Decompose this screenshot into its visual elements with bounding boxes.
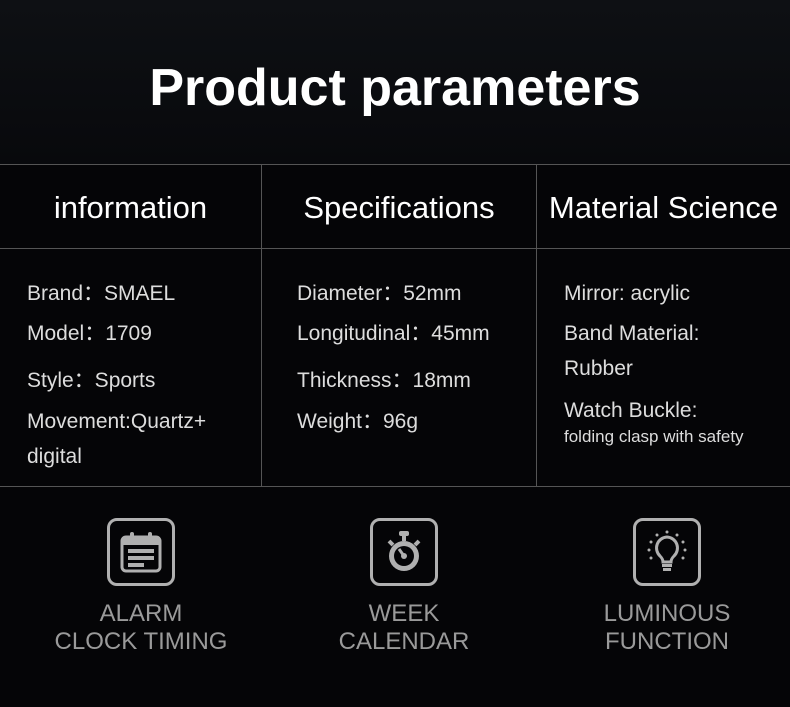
style-text: Style：Sports [27,369,156,392]
band-material-value: Rubber [564,357,633,380]
column-header-information: information [53,190,208,225]
feature-label: WEEK [368,600,440,627]
divider [0,486,790,487]
longitudinal-text: Longitudinal：45mm [297,322,490,345]
column-header-specifications: Specifications [303,190,495,225]
model-text: Model：1709 [27,322,152,345]
divider [261,164,262,486]
divider [536,164,537,486]
diameter-text: Diameter：52mm [297,282,462,305]
header-background [0,0,790,164]
brand-text: Brand：SMAEL [27,282,176,305]
column-header-material: Material Science [548,190,779,225]
feature-label: FUNCTION [605,628,729,655]
thickness-text: Thickness：18mm [297,369,471,392]
feature-label: LUMINOUS [603,600,731,627]
feature-alarm: ALARM CLOCK TIMING [21,518,261,656]
movement-text: Movement:Quartz+ [27,410,207,433]
lightbulb-icon [633,518,701,586]
calendar-icon [107,518,175,586]
feature-luminous: LUMINOUS FUNCTION [547,518,787,656]
divider [0,164,790,165]
page-title: Product parameters [149,59,641,117]
feature-label: CALENDAR [338,628,470,655]
buckle-value: folding clasp with safety [564,427,744,446]
mirror-text: Mirror: acrylic [564,282,690,305]
buckle-label: Watch Buckle: [564,399,698,422]
feature-label: CLOCK TIMING [54,628,228,655]
feature-week-calendar: WEEK CALENDAR [284,518,524,656]
movement-text-cont: digital [27,445,82,468]
feature-label: ALARM [99,600,183,627]
weight-text: Weight：96g [297,410,419,433]
band-material-label: Band Material: [564,322,700,345]
stopwatch-icon [370,518,438,586]
divider [0,248,790,249]
